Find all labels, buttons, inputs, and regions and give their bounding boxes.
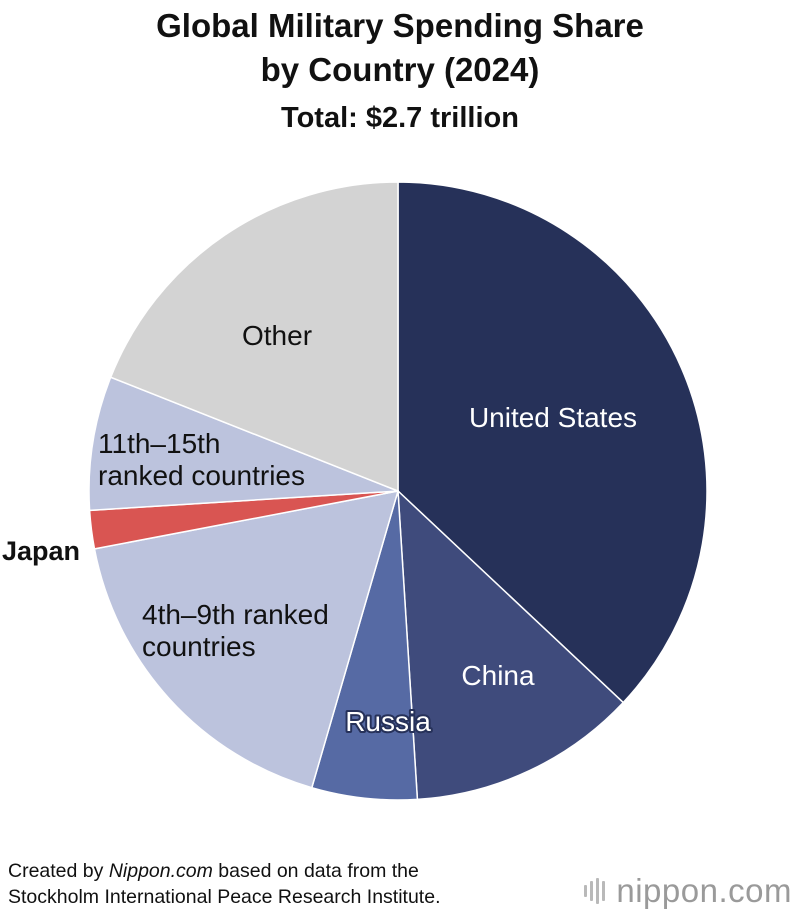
pie-slice bbox=[397, 489, 625, 801]
slice-label: Russia bbox=[345, 706, 431, 737]
chart-title-line2: by Country (2024) bbox=[260, 51, 540, 88]
slice-label: 4th–9th ranked countries bbox=[142, 599, 329, 662]
logo-name: nippon bbox=[616, 872, 719, 909]
pie-slice bbox=[93, 490, 400, 789]
slice-label: 11th–15th ranked countries bbox=[98, 428, 305, 491]
logo-bars-icon bbox=[584, 876, 608, 906]
slice-label: China bbox=[461, 660, 535, 691]
pie-slice bbox=[109, 181, 399, 493]
nippon-logo: nippon .com bbox=[584, 872, 792, 910]
source-line-2: Stockholm International Peace Research I… bbox=[8, 886, 441, 908]
chart-subtitle: Total: $2.7 trillion bbox=[281, 102, 519, 134]
source-note: Created by Nippon.com based on data from… bbox=[8, 858, 441, 910]
slice-label: United States bbox=[469, 402, 637, 433]
slice-label: Other bbox=[242, 320, 312, 351]
slice-label: Japan bbox=[2, 536, 80, 566]
source-line-1: Created by Nippon.com based on data from… bbox=[8, 860, 419, 882]
chart-title: Global Military Spending Share bbox=[156, 7, 644, 44]
source-site: Nippon.com bbox=[108, 860, 213, 882]
pie-slice bbox=[88, 376, 399, 512]
logo-domain: .com bbox=[718, 872, 792, 909]
pie-slice bbox=[397, 181, 708, 704]
